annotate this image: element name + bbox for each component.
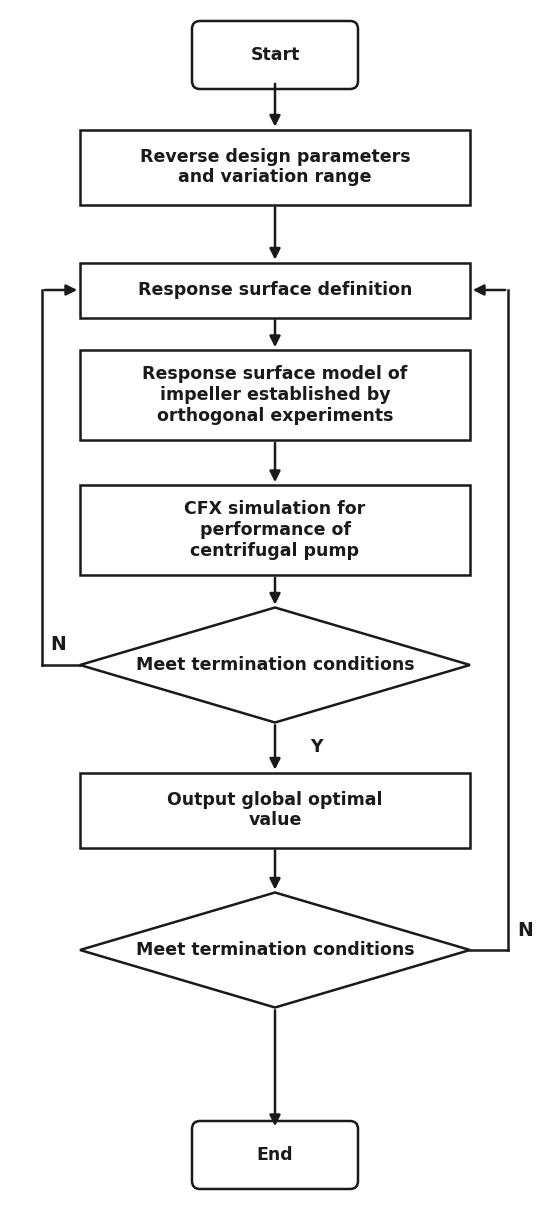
Text: N: N [517,921,533,939]
FancyBboxPatch shape [192,1121,358,1188]
Text: Output global optimal
value: Output global optimal value [167,790,383,830]
Text: Reverse design parameters
and variation range: Reverse design parameters and variation … [140,147,410,187]
Polygon shape [80,892,470,1008]
Text: Meet termination conditions: Meet termination conditions [136,656,414,673]
Bar [80,263,470,317]
Text: End: End [257,1145,293,1164]
FancyBboxPatch shape [192,21,358,88]
Polygon shape [80,607,470,723]
Text: Y: Y [310,739,322,757]
Text: Meet termination conditions: Meet termination conditions [136,941,414,959]
Bar [80,485,470,575]
Bar [80,129,470,204]
Text: Response surface model of
impeller established by
orthogonal experiments: Response surface model of impeller estab… [142,365,408,425]
Bar [80,773,470,848]
Text: Response surface definition: Response surface definition [138,281,412,299]
Bar [80,350,470,440]
Text: CFX simulation for
performance of
centrifugal pump: CFX simulation for performance of centri… [184,500,366,559]
Text: N: N [50,635,66,655]
Text: Start: Start [250,45,300,64]
